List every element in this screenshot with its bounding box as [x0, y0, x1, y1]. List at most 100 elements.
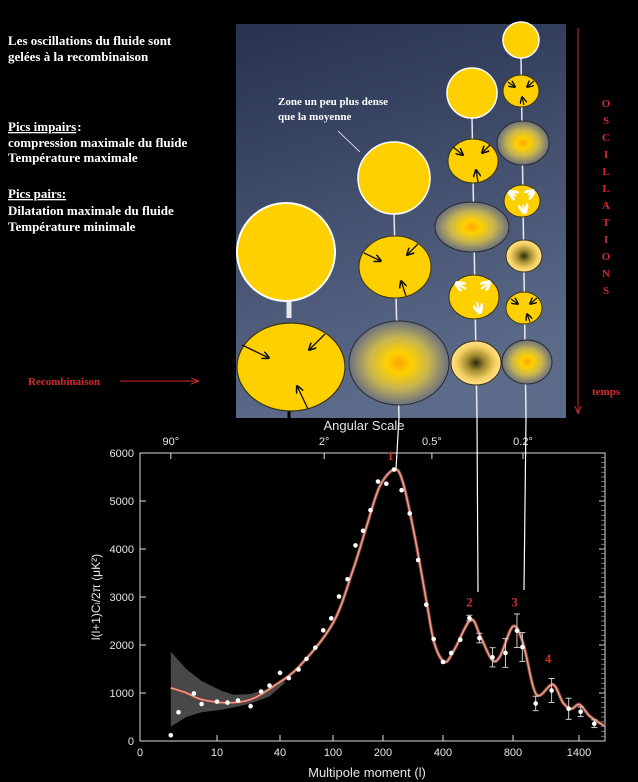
- top-axis-title: Angular Scale: [324, 418, 405, 433]
- data-point: [578, 709, 583, 715]
- data-point: [320, 628, 326, 633]
- time-label: temps: [592, 386, 621, 398]
- power-spectrum-chart: Angular Scale Multipole moment (l) l(l+1…: [89, 418, 606, 780]
- hot-spot-zone: [501, 339, 553, 385]
- arrow-icon: [508, 82, 515, 87]
- data-point: [423, 602, 429, 607]
- x-tick-label: 400: [434, 747, 452, 759]
- data-point: [304, 656, 309, 662]
- odd-peaks-heading-label: Pics impairs: [8, 119, 76, 134]
- data-point: [391, 467, 397, 472]
- annotation-pointer: [337, 130, 361, 153]
- arrow-icon: [523, 205, 525, 213]
- oscillations-letter: L: [602, 166, 609, 178]
- peak-1-connector: [395, 417, 400, 470]
- arrow-icon: [363, 252, 381, 261]
- compression-arrows: [241, 333, 326, 410]
- density-zone-circle: [357, 141, 431, 215]
- hot-spot-zone: [348, 320, 450, 406]
- top-tick-label: 0.2°: [513, 436, 533, 448]
- compression-arrows: [452, 144, 491, 183]
- peak-label: 1: [387, 448, 394, 463]
- data-point: [353, 543, 358, 548]
- dilating-zone: [503, 184, 541, 218]
- data-point: [533, 701, 538, 706]
- peak-connectors: [395, 417, 527, 593]
- arrow-icon: [297, 386, 309, 410]
- y-tick-label: 3000: [110, 592, 134, 604]
- data-point: [191, 691, 197, 696]
- oscillations-letter: N: [602, 268, 610, 280]
- arrow-icon: [527, 314, 530, 323]
- data-point: [277, 670, 283, 676]
- peak-2-connector: [476, 417, 479, 593]
- even-peaks-line-1: Dilatation maximale du fluide: [8, 203, 174, 218]
- x-tick-label: 100: [324, 747, 342, 759]
- dilating-zone: [448, 274, 500, 320]
- data-point: [248, 703, 253, 709]
- data-point: [514, 628, 520, 634]
- data-point: [214, 699, 220, 704]
- density-zone-circle: [446, 67, 498, 119]
- data-point: [286, 675, 292, 681]
- data-point: [520, 644, 525, 650]
- data-point: [549, 688, 554, 693]
- y-tick-label: 4000: [110, 544, 134, 556]
- top-tick-label: 2°: [319, 436, 330, 448]
- data-point: [440, 659, 446, 665]
- odd-peaks-heading-colon: :: [77, 119, 81, 134]
- data-point: [345, 576, 350, 582]
- peak-label: 4: [545, 651, 552, 666]
- recombination-label: Recombinaison: [28, 376, 100, 388]
- data-point: [384, 481, 389, 487]
- hot-spot-zone: [496, 120, 550, 166]
- arrow-icon: [407, 243, 419, 255]
- data-point: [407, 511, 413, 516]
- oscillations-letter: T: [602, 217, 610, 229]
- data-point: [467, 615, 472, 621]
- x-tick-label: 40: [274, 747, 286, 759]
- data-point: [313, 645, 318, 650]
- oscillations-letter: O: [602, 251, 611, 263]
- dilation-arrows: [456, 282, 490, 313]
- arrow-icon: [509, 192, 516, 196]
- data-point: [336, 594, 342, 599]
- odd-peaks-line-1: compression maximale du fluide: [8, 135, 187, 150]
- x-tick-label: 10: [211, 747, 223, 759]
- best-fit-curve: [170, 468, 606, 727]
- explanation-text: Les oscillations du fluide sont gelées à…: [8, 33, 187, 234]
- top-tick-label: 90°: [162, 436, 179, 448]
- odd-peaks-line-2: Température maximale: [8, 150, 138, 165]
- annotation-line-1: Zone un peu plus dense: [278, 96, 388, 108]
- data-point: [176, 709, 181, 715]
- arrow-icon: [530, 298, 538, 304]
- arrow-icon: [456, 283, 467, 289]
- data-point: [258, 689, 264, 694]
- data-point: [296, 667, 301, 672]
- top-tick-label: 0.5°: [422, 436, 442, 448]
- oscillations-letter: A: [602, 200, 610, 212]
- compressed-zone: [236, 322, 346, 412]
- even-peaks-heading: Pics pairs:: [8, 186, 66, 201]
- data-point: [360, 528, 366, 534]
- oscillations-letter: L: [602, 183, 609, 195]
- data-point: [267, 683, 272, 688]
- x-axis-title: Multipole moment (l): [308, 765, 426, 780]
- oscillations-letter: I: [604, 149, 608, 161]
- fit-curve-shadow: [170, 467, 606, 728]
- y-tick-label: 1000: [110, 688, 134, 700]
- y-tick-label: 6000: [110, 448, 134, 460]
- y-tick-label: 2000: [110, 640, 134, 652]
- data-point: [235, 698, 241, 703]
- arrow-icon: [528, 191, 534, 195]
- compressed-zone: [502, 74, 540, 108]
- data-point: [503, 650, 508, 656]
- arrow-icon: [511, 299, 518, 304]
- data-point: [368, 507, 373, 513]
- arrow-icon: [522, 97, 524, 106]
- cold-spot-zone: [450, 340, 502, 386]
- oscillations-letter: I: [604, 234, 608, 246]
- oscillations-letter: S: [603, 285, 609, 297]
- compression-arrows: [508, 81, 535, 106]
- data-point: [458, 637, 463, 643]
